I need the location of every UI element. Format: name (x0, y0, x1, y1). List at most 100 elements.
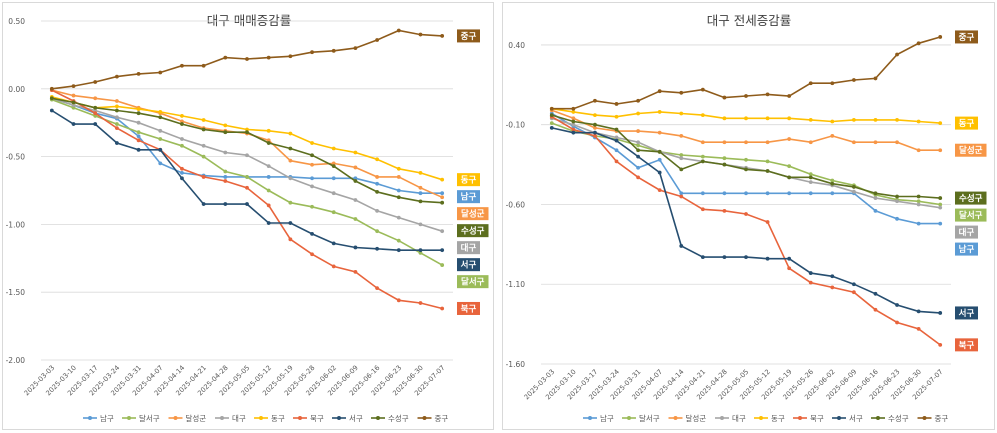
data-point (201, 154, 206, 159)
data-point (765, 159, 770, 164)
data-point (266, 188, 271, 193)
data-point (114, 74, 119, 79)
data-point (223, 175, 228, 179)
data-point (114, 141, 119, 145)
data-point (895, 303, 899, 307)
series-남구 (49, 96, 445, 196)
legend-marker (337, 416, 341, 420)
data-point (310, 184, 314, 189)
data-point (353, 269, 358, 274)
data-point (136, 147, 141, 152)
data-point (851, 290, 856, 295)
data-point (744, 116, 748, 121)
data-point (396, 238, 401, 243)
data-point (787, 175, 792, 180)
data-point (593, 125, 597, 130)
data-point (310, 204, 314, 209)
data-point (288, 200, 293, 205)
data-point (614, 127, 619, 132)
legend-label: 수성구 (388, 414, 409, 423)
legend-item: 수성구 (371, 414, 409, 423)
data-point (808, 280, 813, 285)
chart-panel-jeonse: 대구 전세증감률 0.40 -0.10 -0.60 -1.10 -1.60 2025-03… (502, 2, 995, 430)
data-point (744, 191, 748, 196)
data-point (614, 135, 619, 140)
end-tag: 수성구 (955, 191, 987, 205)
data-point (916, 202, 921, 207)
chart-title: 대구 전세증감률 (707, 13, 791, 28)
data-point (765, 220, 770, 224)
data-point (331, 210, 336, 215)
legend-item: 서구 (332, 414, 363, 423)
data-point (895, 320, 899, 325)
data-point (657, 157, 662, 162)
legend-label: 동구 (771, 414, 785, 423)
data-point (636, 111, 641, 116)
data-point (830, 81, 835, 86)
legend-item: 동구 (254, 414, 285, 423)
data-point (679, 194, 684, 199)
data-point (787, 256, 792, 261)
legend-label: 중구 (935, 414, 949, 423)
data-point (657, 149, 662, 154)
data-point (396, 166, 401, 171)
sale-chart-svg: 대구 매매증감률 0.500.00-0.50-1.00-1.50-2.00202… (6, 13, 489, 423)
data-point (549, 113, 554, 118)
data-point (873, 140, 878, 145)
data-point (700, 113, 705, 118)
data-point (201, 143, 206, 148)
data-point (245, 127, 249, 132)
data-point (353, 198, 358, 202)
legend-item: 서구 (832, 414, 863, 423)
data-point (765, 92, 770, 97)
data-point (916, 119, 921, 124)
data-point (722, 208, 727, 213)
data-point (114, 99, 119, 103)
end-tag-label: 달성군 (461, 209, 485, 220)
legend-label: 서구 (849, 414, 863, 423)
data-point (375, 181, 380, 186)
data-point (114, 115, 119, 120)
series-달성군 (49, 88, 445, 200)
end-tag-label: 달성군 (959, 145, 983, 156)
legend-label: 대구 (732, 414, 746, 423)
data-point (916, 199, 921, 204)
data-point (310, 252, 314, 257)
data-point (571, 116, 576, 121)
data-point (136, 134, 141, 139)
data-point (201, 127, 206, 132)
data-point (353, 46, 358, 51)
data-point (571, 122, 576, 127)
data-point (266, 221, 271, 225)
end-tag-label: 달서구 (959, 210, 983, 221)
data-point (180, 114, 184, 118)
end-tag-label: 대구 (461, 243, 477, 254)
data-point (396, 195, 401, 200)
data-point (396, 298, 401, 303)
data-point (938, 196, 943, 200)
data-point (223, 179, 228, 183)
legend-marker (759, 416, 763, 420)
data-point (375, 246, 380, 251)
end-tag-box (457, 173, 480, 187)
data-point (873, 118, 878, 122)
end-tag-box (955, 30, 978, 44)
data-point (93, 105, 98, 110)
data-point (136, 107, 141, 112)
series-line (51, 89, 443, 310)
y-tick-label: 0.00 (8, 85, 25, 94)
legend-marker (422, 416, 427, 420)
data-point (375, 229, 380, 234)
data-point (396, 28, 401, 33)
data-point (180, 166, 184, 171)
legend-marker (922, 416, 927, 420)
data-point (93, 114, 98, 118)
data-point (679, 244, 684, 248)
end-tag-label: 동구 (461, 176, 477, 186)
data-point (679, 133, 684, 138)
data-point (657, 110, 662, 114)
data-point (679, 156, 684, 161)
data-point (136, 130, 141, 135)
data-point (288, 158, 293, 163)
data-point (71, 93, 76, 98)
